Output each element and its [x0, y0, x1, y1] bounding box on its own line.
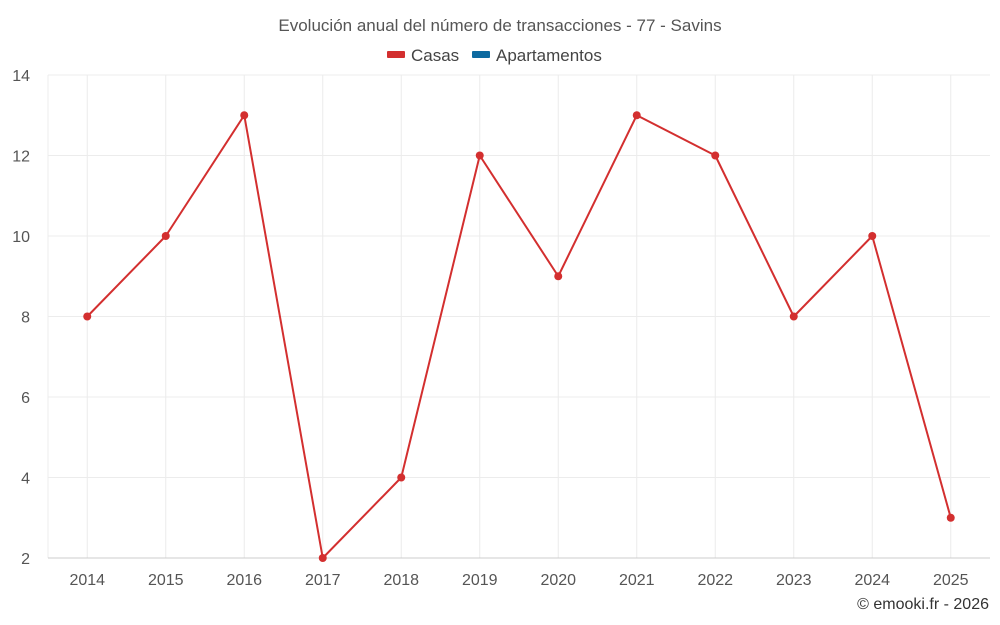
data-point — [240, 111, 249, 120]
data-point — [161, 232, 170, 240]
y-tick-label: 2 — [21, 551, 30, 568]
legend-swatch-casas — [387, 51, 405, 58]
legend-label-apartamentos: Apartamentos — [496, 46, 602, 65]
chart-title: Evolución anual del número de transaccio… — [278, 16, 721, 35]
credit: © emooki.fr - 2026 — [857, 596, 989, 613]
y-tick-label: 6 — [21, 390, 30, 407]
x-tick-label: 2020 — [540, 572, 576, 589]
x-tick-label: 2023 — [776, 572, 812, 589]
data-point — [397, 473, 406, 482]
x-tick-label: 2021 — [619, 572, 655, 589]
legend-item-apartamentos[interactable]: Apartamentos — [472, 46, 602, 65]
data-point — [789, 312, 798, 321]
y-tick-label: 10 — [12, 229, 30, 246]
x-tick-label: 2017 — [305, 572, 341, 589]
legend-label-casas: Casas — [411, 46, 459, 65]
y-tick-label: 4 — [21, 471, 30, 488]
series-line-casas — [86, 114, 952, 559]
data-point — [475, 151, 484, 160]
x-tick-label: 2025 — [933, 572, 969, 589]
y-axis: 2 4 6 8 10 12 14 — [12, 68, 49, 568]
data-point — [83, 312, 92, 321]
data-point — [318, 554, 327, 562]
legend-item-casas[interactable]: Casas — [387, 46, 459, 65]
data-point — [711, 151, 720, 160]
y-tick-label: 8 — [21, 310, 30, 327]
x-tick-label: 2018 — [383, 572, 419, 589]
legend-swatch-apartamentos — [472, 51, 490, 58]
data-point — [868, 232, 877, 240]
x-axis: 2014 2015 2016 2017 2018 2019 2020 2021 2022 2023… — [48, 557, 990, 589]
legend: Casas Apartamentos — [387, 46, 602, 65]
x-tick-label: 2024 — [854, 572, 890, 589]
gridlines — [48, 74, 990, 558]
series-casas — [83, 111, 955, 562]
y-tick-label: 12 — [12, 149, 30, 166]
x-tick-label: 2015 — [148, 572, 184, 589]
x-tick-label: 2014 — [69, 572, 105, 589]
data-point — [554, 272, 563, 281]
data-point — [632, 111, 641, 120]
x-tick-label: 2016 — [226, 572, 262, 589]
x-tick-label: 2019 — [462, 572, 498, 589]
y-tick-label: 14 — [12, 68, 30, 85]
x-tick-label: 2022 — [697, 572, 733, 589]
data-point — [946, 513, 955, 522]
